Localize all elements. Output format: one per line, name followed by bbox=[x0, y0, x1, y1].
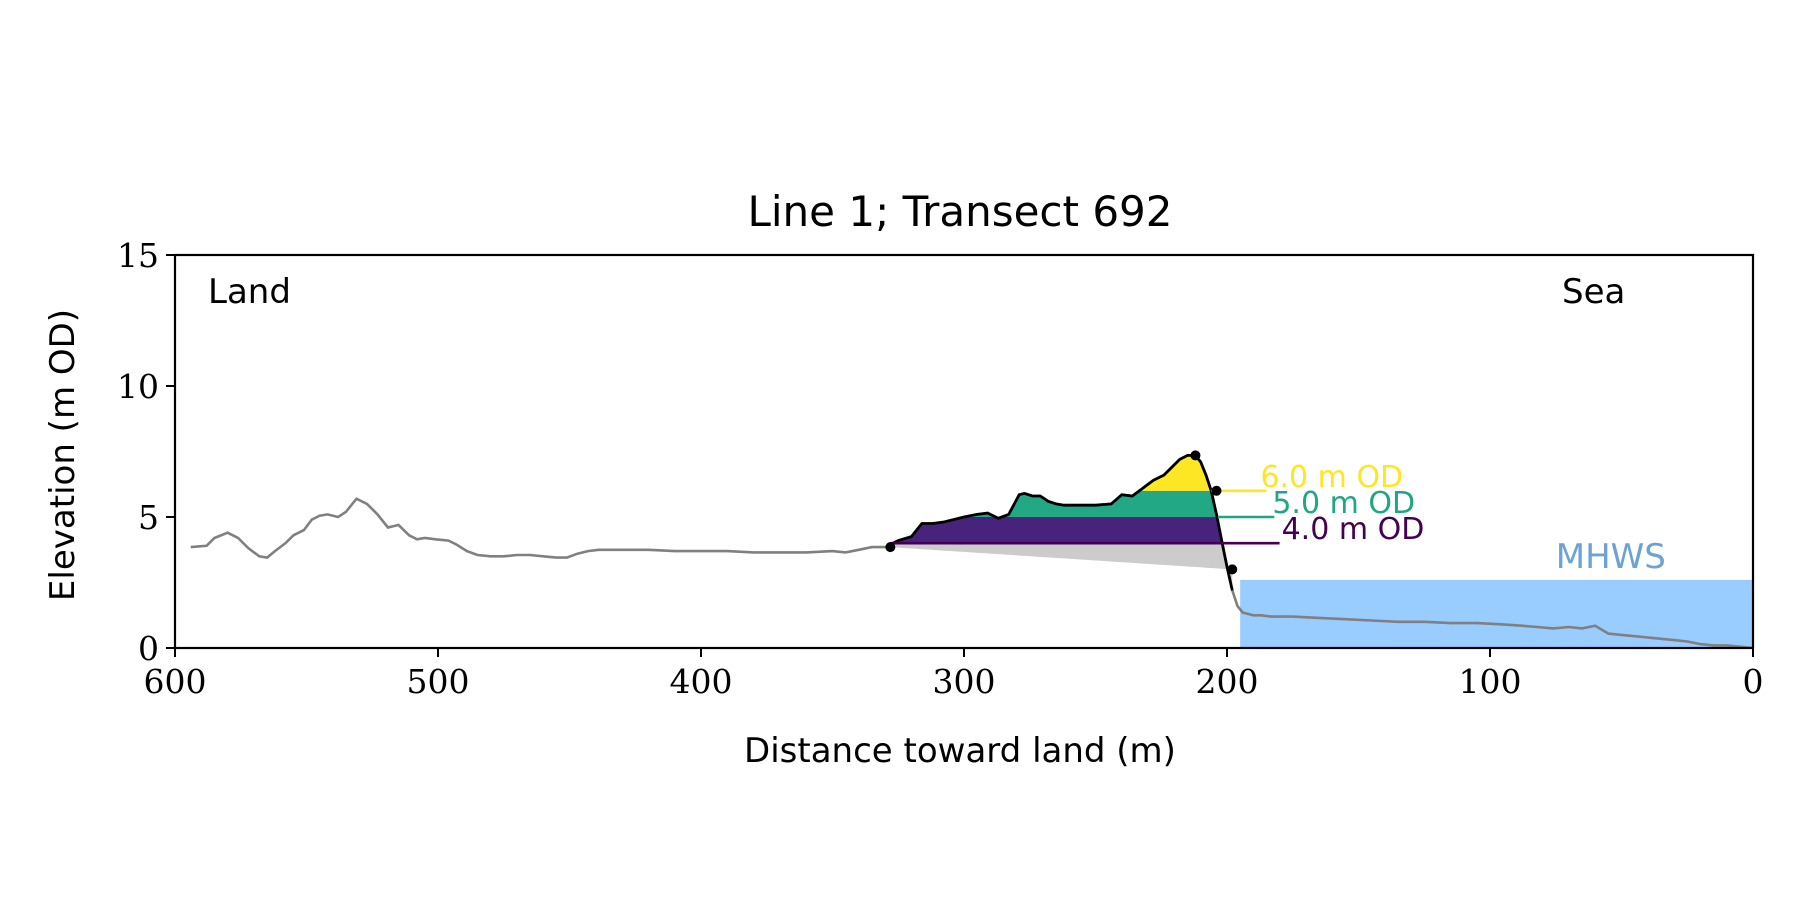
x-tick-label-600: 600 bbox=[144, 662, 207, 701]
y-tick-label-10: 10 bbox=[117, 367, 159, 406]
crest-point bbox=[1211, 485, 1222, 496]
threshold-label-1: 5.0 m OD bbox=[1272, 486, 1415, 521]
x-tick-label-100: 100 bbox=[1459, 662, 1522, 701]
y-tick-label-15: 15 bbox=[117, 236, 159, 275]
x-axis-label: Distance toward land (m) bbox=[744, 731, 1176, 771]
below-dune-fill bbox=[890, 543, 1233, 591]
dune-layer-2 bbox=[890, 455, 1233, 491]
peak-point bbox=[1190, 450, 1201, 461]
x-tick-label-300: 300 bbox=[933, 662, 996, 701]
dune-layer-0 bbox=[890, 517, 1233, 544]
threshold-label-2: 4.0 m OD bbox=[1282, 512, 1425, 547]
dune-outline bbox=[889, 454, 1234, 591]
chart-title: Line 1; Transect 692 bbox=[747, 187, 1172, 236]
axes: 600 500 400 300 200 100 0 0 5 10 15 bbox=[117, 236, 1764, 701]
x-tick-label-0: 0 bbox=[1743, 662, 1764, 701]
mhws-label: MHWS bbox=[1556, 537, 1666, 577]
land-annotation: Land bbox=[208, 272, 291, 312]
toe-point bbox=[885, 542, 896, 553]
x-tick-label-200: 200 bbox=[1196, 662, 1259, 701]
y-tick-label-5: 5 bbox=[138, 498, 159, 537]
threshold-label-0: 6.0 m OD bbox=[1260, 460, 1403, 495]
x-tick-label-400: 400 bbox=[670, 662, 733, 701]
base-point bbox=[1227, 564, 1238, 575]
sea-annotation: Sea bbox=[1562, 272, 1625, 312]
y-tick-label-0: 0 bbox=[138, 629, 159, 668]
x-tick-label-500: 500 bbox=[407, 662, 470, 701]
y-axis-label: Elevation (m OD) bbox=[43, 309, 83, 601]
mhws-water-area bbox=[1240, 579, 1753, 648]
